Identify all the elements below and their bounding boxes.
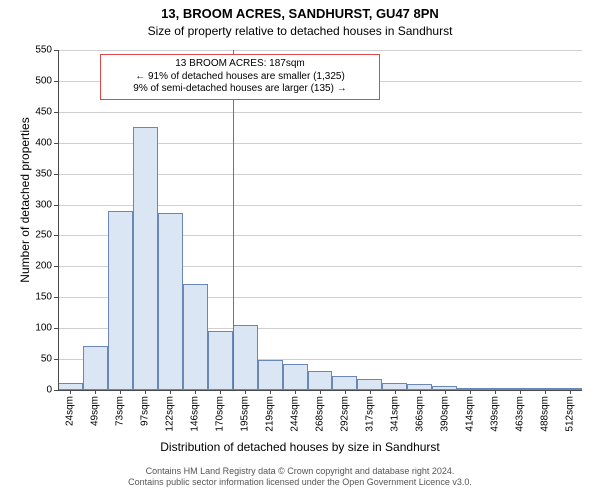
plot-area: 05010015020025030035040045050055024sqm49… — [58, 50, 582, 390]
x-tick-label: 366sqm — [414, 396, 425, 432]
chart-title-line2: Size of property relative to detached ho… — [0, 24, 600, 38]
histogram-bar — [357, 379, 382, 390]
x-tick-label: 317sqm — [364, 396, 375, 432]
x-tick-label: 73sqm — [115, 396, 126, 426]
x-tick-label: 439sqm — [489, 396, 500, 432]
histogram-bar — [283, 364, 308, 390]
y-tick-label: 150 — [35, 292, 52, 303]
x-axis-label: Distribution of detached houses by size … — [0, 440, 600, 454]
y-tick-label: 100 — [35, 323, 52, 334]
chart-container: 13, BROOM ACRES, SANDHURST, GU47 8PN Siz… — [0, 0, 600, 500]
y-axis-line — [58, 50, 59, 390]
reference-line — [233, 50, 234, 390]
gridline — [58, 112, 582, 113]
x-tick-label: 292sqm — [339, 396, 350, 432]
x-tick-label: 488sqm — [539, 396, 550, 432]
annotation-box: 13 BROOM ACRES: 187sqm ← 91% of detached… — [100, 54, 380, 100]
annotation-line3: 9% of semi-detached houses are larger (1… — [107, 83, 373, 96]
x-tick-label: 97sqm — [140, 396, 151, 426]
x-tick-label: 512sqm — [564, 396, 575, 432]
y-tick-label: 500 — [35, 75, 52, 86]
histogram-bar — [108, 211, 133, 390]
x-tick-label: 24sqm — [65, 396, 76, 426]
histogram-bar — [308, 371, 333, 390]
x-tick-label: 122sqm — [165, 396, 176, 432]
attribution-line2: Contains public sector information licen… — [0, 477, 600, 488]
histogram-bar — [233, 325, 258, 390]
y-tick-label: 200 — [35, 261, 52, 272]
y-tick-label: 550 — [35, 45, 52, 56]
y-tick-label: 250 — [35, 230, 52, 241]
x-tick-label: 414sqm — [464, 396, 475, 432]
y-tick-label: 350 — [35, 168, 52, 179]
histogram-bar — [332, 376, 357, 390]
histogram-bar — [58, 383, 83, 390]
annotation-line2: ← 91% of detached houses are smaller (1,… — [107, 71, 373, 84]
chart-title-line1: 13, BROOM ACRES, SANDHURST, GU47 8PN — [0, 6, 600, 21]
histogram-bar — [258, 360, 283, 390]
y-tick-label: 50 — [41, 354, 52, 365]
x-tick-label: 341sqm — [389, 396, 400, 432]
x-tick-label: 244sqm — [290, 396, 301, 432]
gridline — [58, 50, 582, 51]
x-tick-label: 463sqm — [514, 396, 525, 432]
histogram-bar — [158, 213, 183, 390]
x-tick-label: 390sqm — [439, 396, 450, 432]
x-tick-label: 195sqm — [240, 396, 251, 432]
histogram-bar — [183, 284, 208, 390]
histogram-bar — [382, 383, 407, 390]
x-tick-label: 170sqm — [215, 396, 226, 432]
x-tick-label: 49sqm — [90, 396, 101, 426]
y-tick-label: 0 — [46, 385, 52, 396]
x-tick-label: 219sqm — [265, 396, 276, 432]
annotation-line1: 13 BROOM ACRES: 187sqm — [107, 58, 373, 71]
x-tick-label: 268sqm — [315, 396, 326, 432]
y-tick-label: 300 — [35, 199, 52, 210]
y-axis-label: Number of detached properties — [18, 60, 32, 340]
attribution-line1: Contains HM Land Registry data © Crown c… — [0, 466, 600, 477]
histogram-bar — [208, 331, 233, 390]
histogram-bar — [83, 346, 108, 391]
y-tick-label: 400 — [35, 137, 52, 148]
y-tick-label: 450 — [35, 106, 52, 117]
attribution-footer: Contains HM Land Registry data © Crown c… — [0, 466, 600, 488]
x-tick-label: 146sqm — [190, 396, 201, 432]
x-axis-line — [58, 390, 582, 391]
histogram-bar — [133, 127, 158, 390]
